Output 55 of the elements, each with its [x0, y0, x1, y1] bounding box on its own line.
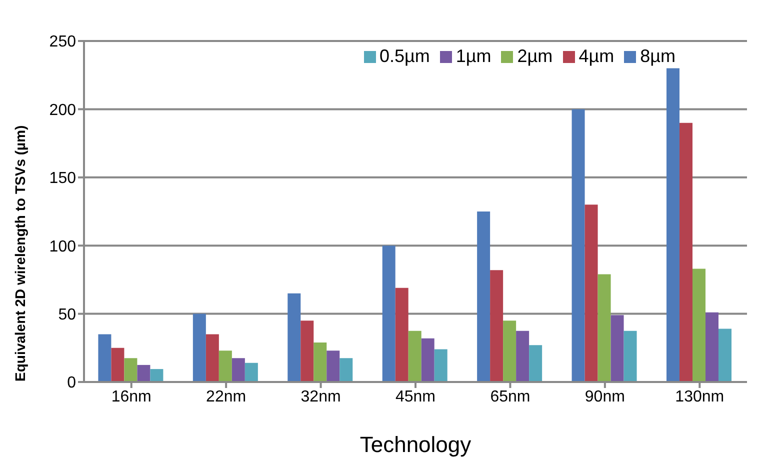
- bar: [572, 109, 585, 382]
- x-tick-label: 45nm: [395, 388, 436, 406]
- x-tick-label: 32nm: [300, 388, 341, 406]
- legend-label: 1µm: [456, 46, 492, 66]
- bar: [598, 274, 611, 382]
- bar: [340, 358, 353, 382]
- bar: [300, 320, 314, 382]
- bar: [610, 315, 624, 382]
- bar: [477, 212, 490, 382]
- bar: [679, 122, 692, 382]
- bar: [529, 345, 542, 382]
- y-tick-label: 50: [58, 306, 76, 324]
- y-tick-label: 250: [49, 34, 76, 51]
- bar: [490, 270, 504, 382]
- bar: [718, 328, 732, 382]
- legend-label: 4µm: [578, 46, 614, 66]
- x-tick-label: 130nm: [675, 388, 724, 406]
- bar: [326, 350, 340, 382]
- legend-label: 8µm: [640, 46, 676, 66]
- y-tick-label: 0: [67, 374, 76, 392]
- bar: [206, 334, 219, 382]
- bar: [137, 364, 150, 382]
- y-axis-title: Equivalent 2D wirelength to TSVs (µm): [12, 125, 28, 382]
- bar: [382, 246, 396, 382]
- x-tick-label: 90nm: [584, 388, 625, 406]
- x-axis-title: Technology: [360, 432, 472, 457]
- bar: [314, 342, 327, 382]
- bar: [516, 330, 530, 382]
- bar: [434, 349, 448, 382]
- bar: [111, 348, 124, 382]
- bar: [705, 312, 718, 382]
- bar: [192, 314, 206, 382]
- x-tick-label: 65nm: [490, 388, 530, 406]
- bar: [666, 68, 680, 382]
- bar: [624, 330, 637, 382]
- bar: [692, 268, 706, 382]
- bar: [98, 334, 112, 382]
- x-tick-label: 22nm: [206, 388, 246, 406]
- y-tick-label: 100: [49, 238, 76, 256]
- bar: [218, 350, 232, 382]
- bar: [503, 320, 516, 382]
- y-tick-label: 200: [49, 102, 76, 119]
- bar: [288, 293, 301, 382]
- x-tick-label: 16nm: [111, 388, 152, 406]
- bar: [584, 204, 598, 382]
- bar: [395, 288, 408, 382]
- bar: [150, 369, 164, 382]
- legend-label: 2µm: [517, 46, 553, 66]
- bar: [232, 358, 245, 382]
- bar: [124, 358, 138, 382]
- bar: [244, 362, 258, 382]
- bar: [421, 338, 434, 382]
- y-tick-label: 150: [49, 170, 76, 188]
- bar: [408, 330, 422, 382]
- legend-label: 0.5µm: [380, 46, 430, 66]
